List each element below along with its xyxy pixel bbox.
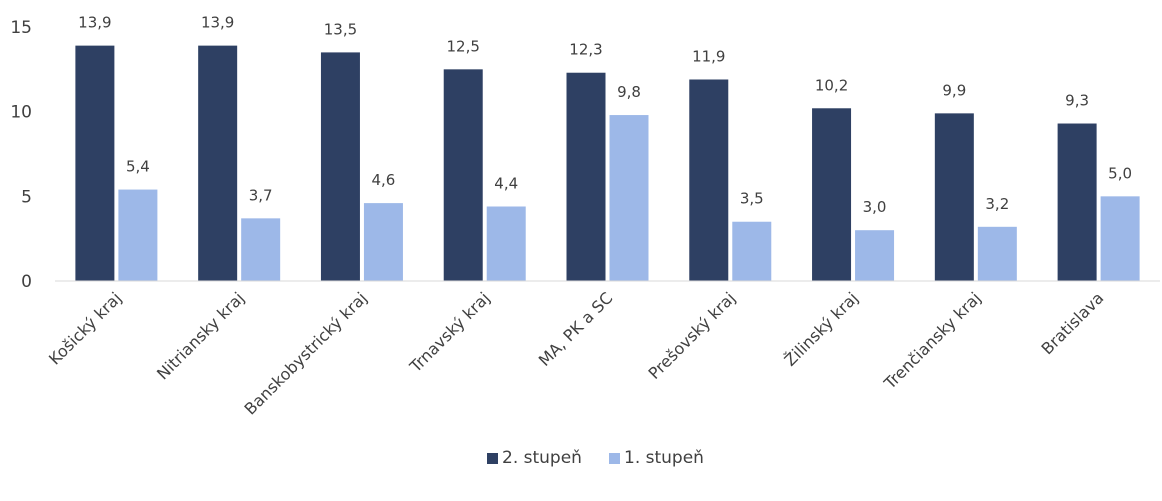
- x-tick-label: Košický kraj: [45, 288, 125, 368]
- bar-stupen-2: [812, 108, 852, 281]
- x-tick-label: Trnavský kraj: [405, 288, 493, 376]
- y-tick-label: 5: [21, 187, 32, 207]
- data-label: 12,3: [569, 41, 602, 59]
- data-label: 3,2: [985, 195, 1009, 213]
- x-axis: Košický kraj Nitriansky krajBanskobystric…: [45, 288, 1107, 418]
- y-axis: 0 5 10 15: [10, 18, 32, 292]
- bar-stupen-1: [118, 189, 158, 281]
- data-label: 11,9: [692, 47, 725, 65]
- bar-stupen-2: [566, 72, 606, 281]
- bar-stupen-1: [732, 221, 772, 281]
- legend-swatch: [609, 453, 620, 464]
- data-label: 3,0: [863, 198, 887, 216]
- data-label: 9,9: [942, 81, 966, 99]
- bar-stupen-1: [855, 230, 895, 281]
- legend: 2. stupeň 1. stupeň: [487, 448, 704, 468]
- data-label: 5,0: [1108, 164, 1132, 182]
- bar-stupen-1: [486, 206, 526, 281]
- legend-label: 2. stupeň: [502, 448, 582, 468]
- data-label: 3,5: [740, 190, 764, 208]
- bar-stupen-2: [689, 79, 729, 281]
- x-tick-label: Prešovský kraj: [645, 288, 740, 383]
- x-tick-label: Trenčiansky kraj: [880, 288, 985, 393]
- bar-stupen-2: [320, 52, 360, 282]
- bars: [75, 45, 1140, 282]
- data-label: 5,4: [126, 158, 150, 176]
- data-labels: 13,9 5,4 13,9 3,7 13,5 4,6 12,5 4,4 12,3 9,8 11,9 3…: [78, 14, 1132, 217]
- data-label: 4,4: [494, 174, 518, 192]
- bar-stupen-1: [363, 203, 403, 281]
- x-tick-label: MA, PK a SC: [535, 288, 617, 370]
- y-tick-label: 10: [10, 103, 32, 123]
- data-label: 13,5: [324, 20, 357, 38]
- y-tick-label: 15: [10, 18, 32, 38]
- bar-stupen-1: [241, 218, 281, 281]
- data-label: 9,8: [617, 83, 641, 101]
- data-label: 9,3: [1065, 92, 1089, 110]
- bar-stupen-2: [1057, 123, 1097, 282]
- bar-stupen-1: [609, 115, 649, 281]
- legend-swatch: [487, 453, 498, 464]
- bar-stupen-2: [198, 45, 238, 282]
- data-label: 12,5: [447, 37, 480, 55]
- bar-stupen-2: [75, 45, 115, 282]
- y-tick-label: 0: [21, 272, 32, 292]
- bar-stupen-2: [934, 113, 974, 281]
- data-label: 10,2: [815, 76, 848, 94]
- data-label: 3,7: [249, 186, 273, 204]
- x-tick-label: Banskobystrický kraj: [241, 288, 371, 418]
- x-tick-label: Žilinský kraj: [780, 288, 861, 369]
- x-tick-label: Bratislava: [1037, 288, 1107, 358]
- bar-stupen-1: [977, 226, 1017, 281]
- data-label: 13,9: [78, 14, 111, 32]
- legend-label: 1. stupeň: [624, 448, 704, 468]
- bar-stupen-2: [443, 69, 483, 281]
- data-label: 4,6: [372, 171, 396, 189]
- bar-stupen-1: [1100, 196, 1140, 281]
- data-label: 13,9: [201, 14, 234, 32]
- x-tick-label: Nitriansky kraj: [153, 288, 248, 383]
